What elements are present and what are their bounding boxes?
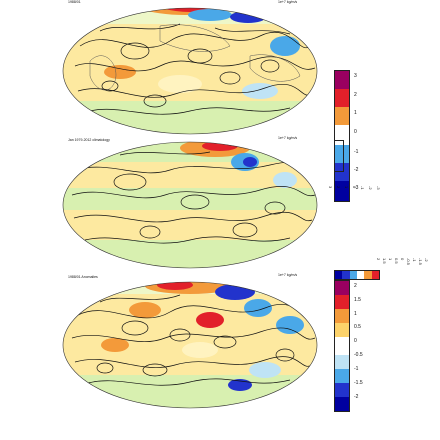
lower-scale-tick: 0 [354,338,357,344]
lower-scale-tick: -1 [354,366,359,372]
lower-horizontal-color-strip [334,270,380,280]
panel-2-units: 1e+7 kg/m/s [278,136,298,140]
lower-scale-tick: -0.5 [354,352,363,358]
panel-3-title: 1988/01 Anomalies [68,275,98,279]
lower-scale-tick: 1 [354,311,357,317]
lower-scale-tick: 2 [354,283,357,289]
lower-scale-tick: 1.5 [354,297,361,303]
upper-scale-rotated-label: 3 [328,186,333,189]
upper-horizontal-color-strip [334,140,344,172]
upper-scale-rotated-label: -2 [368,186,373,190]
panel-1-title: 1988/01 [68,0,81,4]
lower-color-scale [334,280,350,412]
upper-scale-tick: -2 [354,167,359,173]
lower-scale-rotated-label: 2 [376,258,381,261]
lower-scale-rotated-label: 0.5 [394,258,399,264]
upper-scale-tick: 0 [354,129,357,135]
upper-scale-rotated-label: -1 [360,186,365,190]
lower-scale-rotated-label: -1 [412,258,417,262]
upper-scale-rotated-label: 0 [352,186,357,189]
upper-scale-rotated-label: 2 [336,186,341,189]
lower-scale-rotated-label: 0 [400,258,405,261]
upper-scale-tick: 2 [354,92,357,98]
upper-scale-tick: 1 [354,110,357,116]
lower-scale-tick: -1.5 [354,380,363,386]
lower-scale-rotated-label: 1 [388,258,393,261]
lower-scale-rotated-label: 1.5 [382,258,387,264]
panel-1-units: 1e+7 kg/m/s [278,0,298,4]
panel-3-units: 1e+7 kg/m/s [278,273,298,277]
upper-scale-rotated-label: -3 [376,186,381,190]
panel-2-title: Jan 1979-2012 climatology [68,138,110,142]
lower-scale-rotated-label: -2 [424,258,429,262]
panel-2-map [62,141,318,269]
upper-scale-tick: -1 [354,149,359,155]
upper-color-scale [334,70,350,202]
upper-scale-rotated-label: 1 [344,186,349,189]
lower-scale-rotated-label: -1.5 [418,258,423,265]
upper-scale-tick: 3 [354,73,357,79]
upper-scale-tick: -3 [354,185,359,191]
lower-scale-rotated-label: -0.5 [406,258,411,265]
panel-1-map [62,7,318,135]
lower-scale-tick: 0.5 [354,324,361,330]
panel-3-map [62,281,318,409]
lower-scale-tick: -2 [354,394,359,400]
